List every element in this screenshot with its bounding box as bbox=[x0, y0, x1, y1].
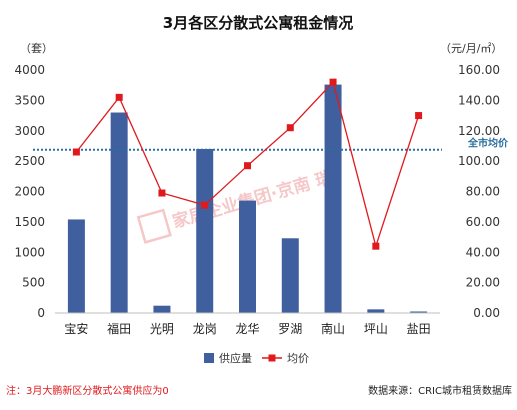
left-tick-label: 1000 bbox=[14, 245, 45, 259]
price-point bbox=[244, 162, 251, 170]
right-tick-label: 20.00 bbox=[466, 276, 500, 290]
bar bbox=[239, 200, 256, 313]
category-label: 盐田 bbox=[407, 322, 431, 336]
bar bbox=[153, 305, 171, 313]
footnote: 注：3月大鹏新区分散式公寓供应为0 bbox=[6, 384, 169, 397]
source-note: 数据来源：CRIC城市租赁数据库 bbox=[368, 384, 512, 397]
bar bbox=[196, 148, 214, 313]
category-label: 南山 bbox=[321, 321, 345, 336]
bar-series bbox=[67, 84, 428, 314]
right-tick-label: 160.00 bbox=[458, 63, 500, 77]
left-axis: 0 500 1000 1500 2000 2500 3000 3500 4000 bbox=[14, 63, 45, 320]
price-point bbox=[201, 201, 209, 209]
right-tick-label: 60.00 bbox=[466, 215, 500, 229]
category-label: 龙岗 bbox=[193, 322, 217, 336]
category-axis: 宝安 福田 光明 龙岗 龙华 罗湖 南山 坪山 盐田 bbox=[64, 321, 430, 336]
right-tick-label: 120.00 bbox=[458, 124, 500, 138]
right-tick-label: 0.00 bbox=[473, 306, 500, 320]
price-point bbox=[286, 124, 294, 132]
price-point bbox=[158, 189, 166, 197]
right-axis: 0.00 20.00 40.00 60.00 80.00 100.00 120.00 140.… bbox=[458, 63, 500, 320]
left-tick-label: 500 bbox=[22, 276, 45, 290]
legend: 供应量 均价 bbox=[204, 351, 309, 365]
category-label: 龙华 bbox=[235, 322, 259, 336]
price-point bbox=[372, 242, 380, 250]
left-tick-label: 2000 bbox=[14, 185, 45, 199]
right-tick-label: 80.00 bbox=[466, 185, 500, 199]
right-tick-label: 100.00 bbox=[458, 154, 500, 168]
left-tick-label: 3500 bbox=[14, 93, 45, 107]
left-tick-label: 4000 bbox=[14, 63, 45, 77]
bar bbox=[281, 238, 299, 313]
legend-bar-swatch bbox=[204, 353, 214, 363]
legend-bar-label: 供应量 bbox=[219, 351, 252, 365]
bar bbox=[410, 311, 428, 313]
bar bbox=[110, 112, 128, 314]
line-series bbox=[72, 78, 423, 250]
bar bbox=[367, 309, 385, 313]
category-label: 罗湖 bbox=[278, 321, 302, 336]
left-tick-label: 2500 bbox=[14, 154, 45, 168]
reference-line-group: 全市均价 bbox=[33, 137, 509, 151]
category-label: 宝安 bbox=[64, 321, 88, 336]
left-tick-label: 0 bbox=[37, 306, 45, 320]
bar bbox=[67, 219, 85, 313]
price-point bbox=[72, 148, 80, 156]
price-point bbox=[329, 78, 337, 86]
chart-title: 3月各区分散式公寓租金情况 bbox=[163, 14, 353, 32]
reference-line-label: 全市均价 bbox=[467, 137, 509, 150]
category-label: 光明 bbox=[150, 322, 174, 336]
left-tick-label: 3000 bbox=[14, 124, 45, 138]
left-axis-unit: （套） bbox=[20, 42, 53, 55]
right-tick-label: 40.00 bbox=[466, 245, 500, 259]
category-label: 福田 bbox=[107, 321, 131, 336]
price-point bbox=[415, 112, 423, 120]
watermark-logo bbox=[136, 208, 172, 244]
left-tick-label: 1500 bbox=[14, 215, 45, 229]
legend-line-marker bbox=[268, 354, 276, 362]
right-axis-unit: （元/月/㎡） bbox=[440, 42, 502, 55]
legend-line-label: 均价 bbox=[287, 352, 309, 365]
right-tick-label: 140.00 bbox=[458, 93, 500, 107]
category-label: 坪山 bbox=[364, 322, 388, 336]
price-point bbox=[115, 93, 123, 101]
bar bbox=[324, 84, 342, 313]
